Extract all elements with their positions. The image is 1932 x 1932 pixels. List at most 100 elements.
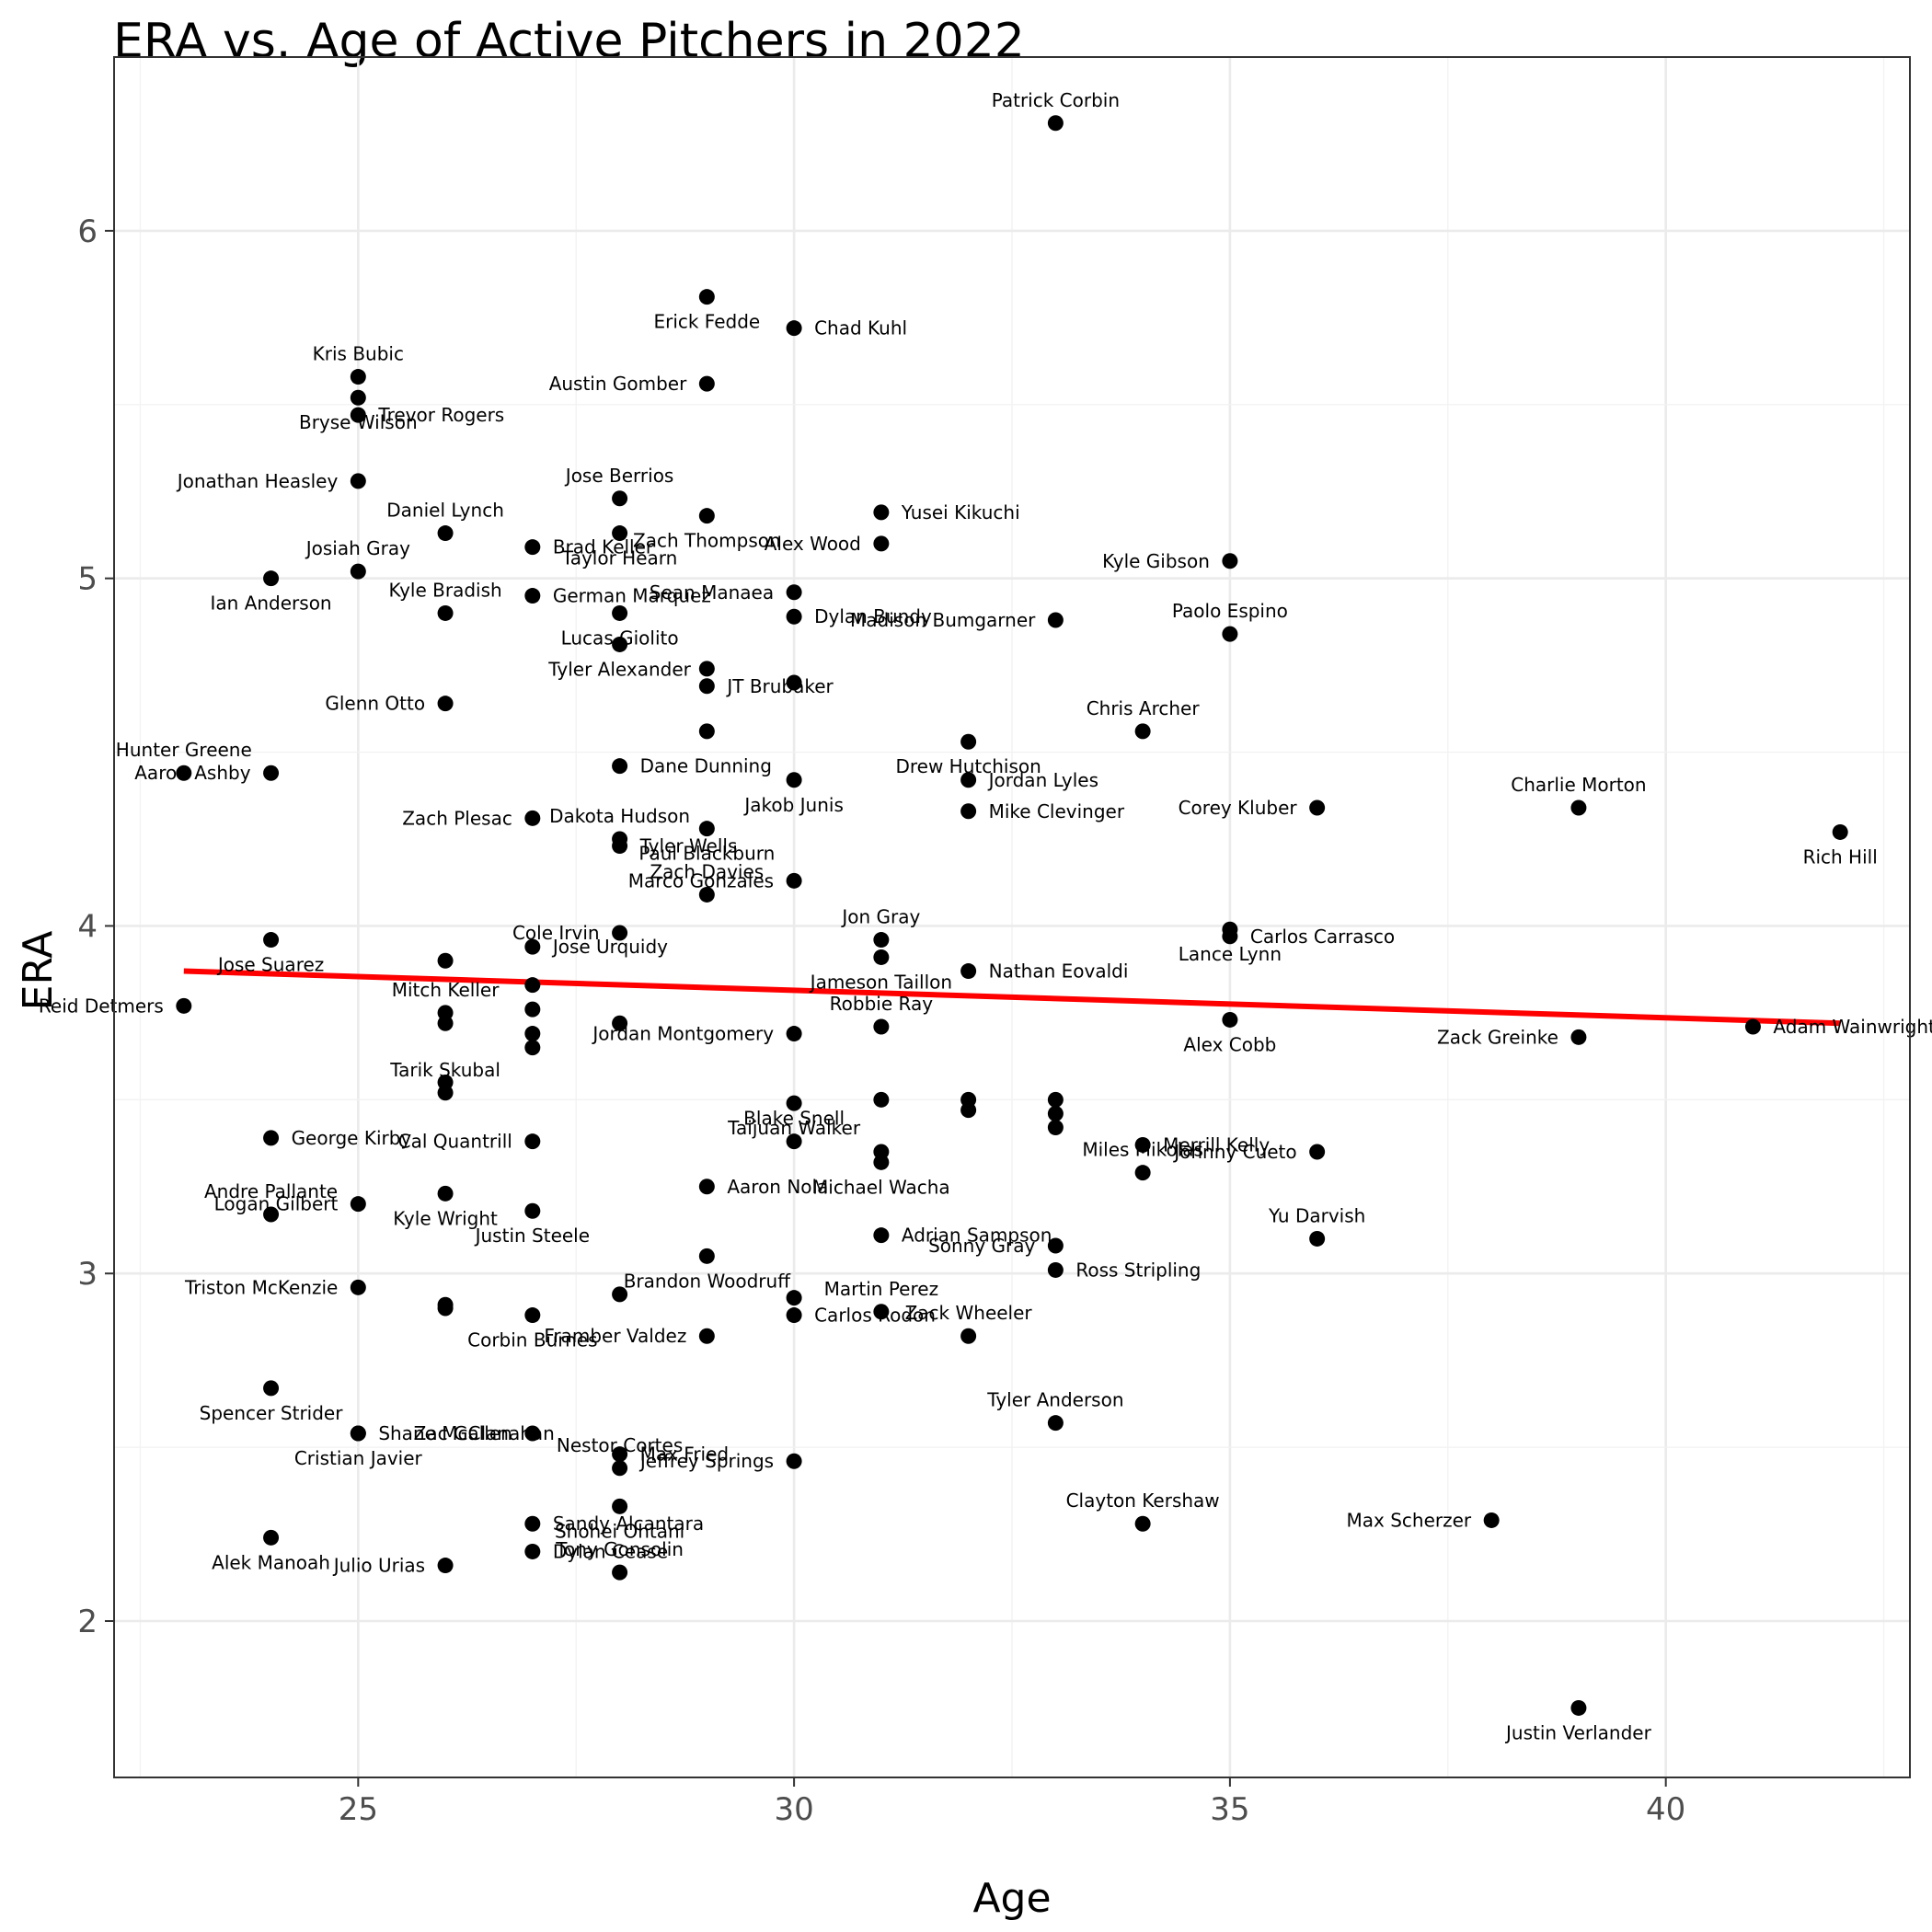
point-label: Mitch Keller — [392, 979, 500, 1001]
point-label: Cole Irvin — [512, 922, 600, 944]
data-point — [873, 932, 890, 949]
data-point — [1483, 1512, 1500, 1528]
data-point — [350, 1425, 366, 1442]
data-point — [612, 758, 628, 775]
point-label: Kyle Gibson — [1102, 550, 1210, 572]
data-point — [698, 289, 715, 305]
data-point — [263, 765, 280, 781]
data-point — [1744, 1018, 1761, 1035]
point-label: Adam Wainwright — [1773, 1016, 1932, 1038]
data-points — [176, 115, 1848, 1716]
data-point — [524, 1425, 541, 1442]
data-point — [437, 525, 454, 542]
point-label: Johnny Cueto — [1172, 1141, 1296, 1163]
point-label: Tony Gonsolin — [555, 1538, 684, 1560]
point-label: German Marquez — [553, 585, 711, 607]
data-point — [960, 1328, 977, 1344]
data-point — [176, 765, 192, 781]
point-label: Kyle Bradish — [388, 579, 501, 601]
data-point — [873, 1227, 890, 1244]
trendline — [183, 968, 1841, 1027]
grid — [114, 56, 1910, 1777]
point-label: Charlie Morton — [1511, 774, 1646, 796]
y-tick-label: 3 — [77, 1256, 98, 1293]
data-point — [786, 872, 802, 889]
point-label: Dylan Bundy — [814, 605, 932, 627]
y-tick-label: 2 — [77, 1604, 98, 1640]
point-label: Rich Hill — [1803, 845, 1878, 868]
data-point — [786, 772, 802, 788]
point-label: Carlos Rodon — [814, 1305, 936, 1327]
point-label: Tyler Anderson — [986, 1389, 1123, 1411]
point-label: Merrill Kelly — [1163, 1133, 1270, 1156]
point-label: Jordan Lyles — [987, 769, 1098, 791]
data-point — [437, 1074, 454, 1090]
point-label: Erick Fedde — [653, 311, 760, 333]
point-label: Brandon Woodruff — [624, 1270, 792, 1292]
point-label: Taylor Hearn — [561, 547, 678, 569]
point-label: Jose Suarez — [216, 954, 324, 976]
data-point — [1047, 1237, 1064, 1254]
point-label: Zack Wheeler — [905, 1302, 1033, 1324]
data-point — [698, 1248, 715, 1264]
data-point — [698, 678, 715, 695]
data-point — [612, 1498, 628, 1514]
point-label: Daniel Lynch — [386, 500, 504, 522]
data-point — [1047, 1105, 1064, 1121]
data-point — [873, 1091, 890, 1108]
data-point — [437, 1558, 454, 1574]
data-point — [786, 1453, 802, 1469]
data-point — [698, 886, 715, 903]
data-point — [960, 1102, 977, 1119]
data-point — [437, 1185, 454, 1202]
data-point — [698, 1179, 715, 1195]
point-label: Cal Quantrill — [398, 1131, 512, 1153]
data-point — [1309, 1230, 1326, 1247]
data-point — [263, 1206, 280, 1223]
x-tick-label: 30 — [774, 1791, 813, 1828]
point-label: Justin Verlander — [1504, 1721, 1652, 1743]
data-point — [960, 803, 977, 820]
data-point — [612, 604, 628, 621]
data-point — [786, 1026, 802, 1042]
trendline-path — [183, 968, 1841, 1027]
data-point — [873, 535, 890, 552]
data-point — [873, 504, 890, 521]
data-point — [350, 473, 366, 489]
data-point — [263, 932, 280, 949]
data-point — [1047, 1091, 1064, 1108]
data-point — [1222, 626, 1238, 642]
point-label: Chad Kuhl — [814, 317, 907, 339]
plot-panel-border — [113, 56, 1911, 1778]
point-label: Paolo Espino — [1172, 600, 1288, 622]
point-label: Lance Lynn — [1179, 943, 1282, 965]
data-point — [1047, 612, 1064, 628]
point-label: Carlos Carrasco — [1250, 926, 1395, 948]
data-point — [698, 375, 715, 392]
point-label: Zach Davies — [650, 860, 764, 882]
point-label: Marco Gonzales — [628, 869, 774, 891]
data-point — [1570, 1699, 1587, 1716]
point-label: Corey Kluber — [1179, 797, 1298, 819]
point-label: Nathan Eovaldi — [989, 960, 1129, 983]
point-label: Zach Plesac — [402, 807, 512, 829]
data-point — [612, 838, 628, 855]
point-label: Jeffrey Springs — [638, 1450, 774, 1472]
point-label: Tyler Alexander — [547, 658, 691, 680]
data-point — [1222, 928, 1238, 945]
chart-title: ERA vs. Age of Active Pitchers in 2022 — [113, 14, 1025, 69]
point-label: Jon Gray — [840, 906, 920, 928]
point-label: Madison Bumgarner — [850, 609, 1036, 631]
point-label: Zach Thompson — [633, 530, 781, 552]
data-point — [960, 772, 977, 788]
data-point — [524, 539, 541, 556]
data-point — [437, 952, 454, 969]
point-label: Jakob Junis — [742, 794, 844, 816]
data-point — [698, 821, 715, 837]
data-point — [263, 1380, 280, 1397]
data-point — [263, 570, 280, 587]
point-label: Dylan Cease — [553, 1540, 668, 1562]
data-point — [524, 1026, 541, 1042]
data-point — [1570, 799, 1587, 816]
data-point — [263, 1130, 280, 1146]
